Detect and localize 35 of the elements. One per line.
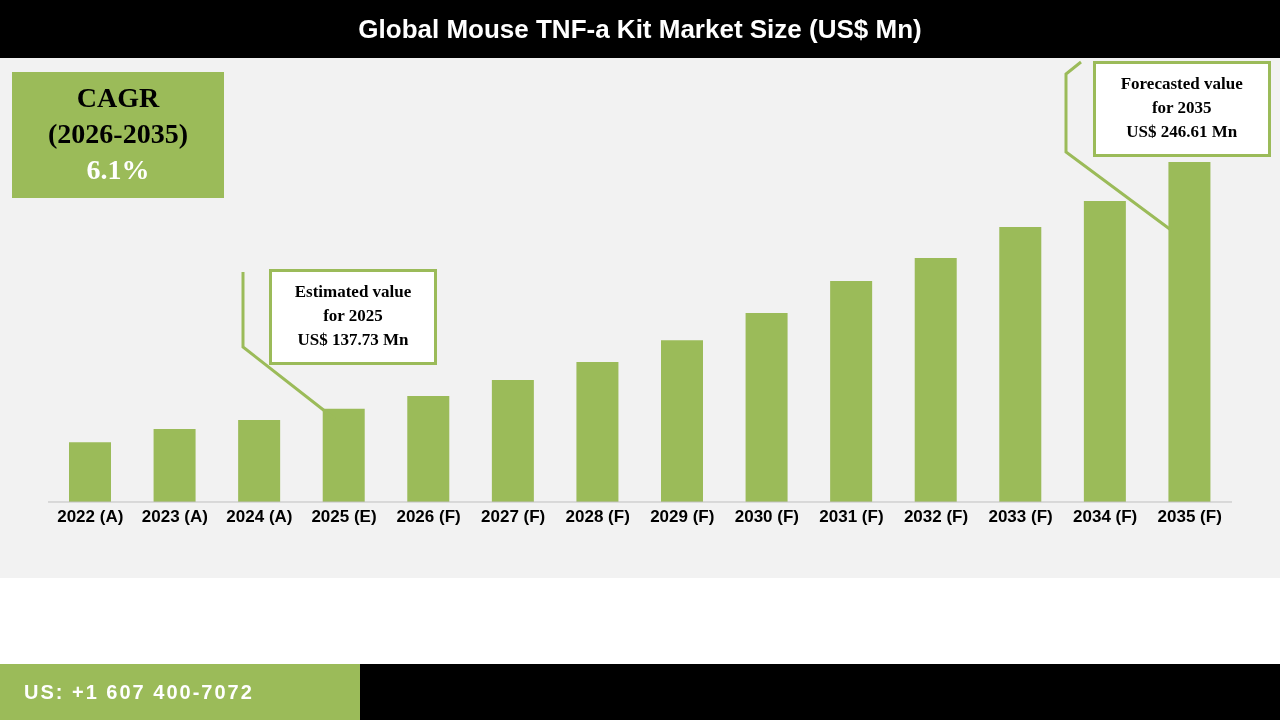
- x-tick-label: 2035 (F): [1157, 507, 1222, 527]
- bar: [153, 428, 196, 502]
- x-tick-label: 2025 (E): [311, 507, 377, 527]
- x-tick-label: 2029 (F): [650, 507, 715, 527]
- x-tick-label: 2028 (F): [565, 507, 630, 527]
- bar: [1083, 201, 1126, 502]
- bar: [491, 379, 534, 502]
- x-tick-label: 2026 (F): [396, 507, 461, 527]
- bar: [745, 312, 788, 502]
- chart-title: Global Mouse TNF-a Kit Market Size (US$ Mn): [0, 0, 1280, 58]
- bar: [407, 395, 450, 502]
- bar: [830, 281, 873, 502]
- x-tick-label: 2027 (F): [481, 507, 546, 527]
- bar: [914, 257, 957, 502]
- x-tick-label: 2033 (F): [988, 507, 1053, 527]
- text: US: +1 607 400-7072: [0, 664, 360, 720]
- bar: [238, 420, 281, 502]
- x-tick-label: 2023 (A): [141, 507, 208, 527]
- x-tick-label: 2034 (F): [1073, 507, 1138, 527]
- x-tick-label: 2031 (F): [819, 507, 884, 527]
- annotation: Estimated value for 2025 US$ 137.73 Mn: [293, 281, 413, 351]
- bar: [1168, 162, 1211, 502]
- bar: [69, 442, 111, 502]
- annotation: CAGR (2026-2035) 6.1%: [47, 81, 189, 187]
- x-tick-label: 2032 (F): [903, 507, 969, 527]
- bar: [322, 408, 365, 502]
- callout-box: Forecasted value for 2035 US$ 246.61 Mn: [1092, 61, 1271, 157]
- x-tick-label: 2024 (A): [226, 507, 293, 527]
- callout-box: Estimated value for 2025 US$ 137.73 Mn: [269, 269, 437, 365]
- annotation: Forecasted value for 2035 US$ 246.61 Mn: [1119, 73, 1244, 143]
- bar: [661, 340, 703, 502]
- x-tick-label: 2022 (A): [57, 507, 124, 527]
- x-tick-label: 2030 (F): [734, 507, 799, 527]
- bar: [576, 361, 619, 502]
- bar: [999, 226, 1042, 502]
